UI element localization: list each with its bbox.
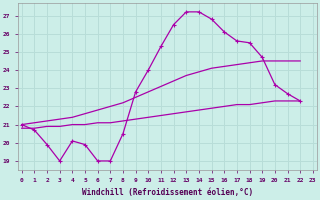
X-axis label: Windchill (Refroidissement éolien,°C): Windchill (Refroidissement éolien,°C) xyxy=(82,188,253,197)
